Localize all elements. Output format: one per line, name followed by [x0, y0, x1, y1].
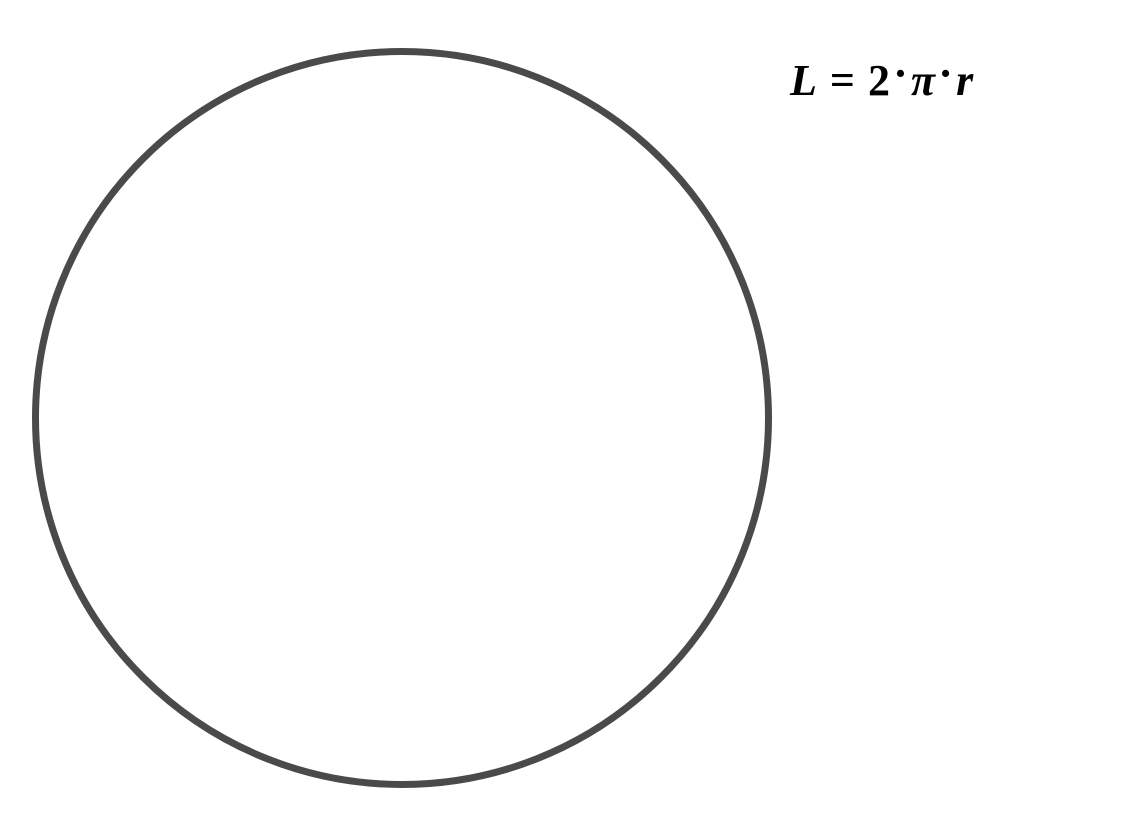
formula-dot-1: · [891, 49, 911, 98]
circle-shape [32, 48, 772, 788]
formula-dot-2: · [936, 49, 956, 98]
formula-var-L: L [790, 56, 818, 105]
diagram-container: L = 2·π·r [0, 0, 1138, 834]
formula-var-r: r [956, 56, 974, 105]
formula-pi: π [911, 56, 936, 105]
formula-const-2: 2 [868, 56, 891, 105]
formula-equals: = [818, 56, 868, 105]
circumference-formula: L = 2·π·r [790, 55, 974, 106]
